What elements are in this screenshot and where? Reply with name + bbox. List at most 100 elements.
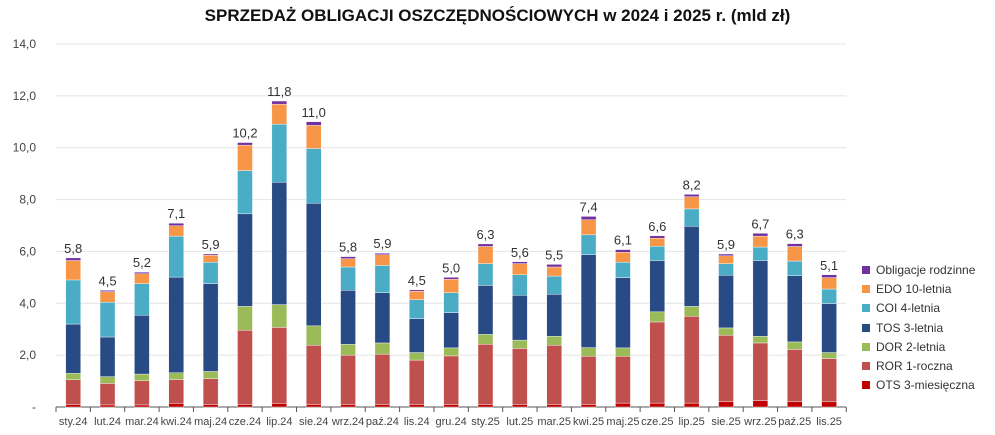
total-label: 6,1: [614, 233, 632, 248]
legend-label: ROR 1-roczna: [876, 359, 953, 374]
bar-segment: [512, 339, 528, 349]
bar-segment: [821, 288, 837, 304]
bar-segment: [409, 318, 425, 353]
bar-segment: [752, 246, 769, 261]
bar-segment: [787, 349, 803, 403]
bar-segment: [477, 263, 494, 286]
bar-segment: [271, 181, 288, 305]
legend: Obligacje rodzinne EDO 10-letnia COI 4-let…: [862, 260, 975, 395]
bar-segment: [340, 258, 356, 268]
bar-segment: [580, 347, 597, 357]
bar-segment: [65, 373, 81, 380]
bar-segment: [546, 266, 562, 277]
x-tick-label: mar.25: [537, 416, 571, 428]
bar-segment: [65, 279, 81, 325]
bar-segment: [718, 253, 734, 257]
bar-segment: [683, 306, 700, 317]
bar-segment: [821, 401, 837, 408]
bar-segment: [340, 354, 356, 405]
y-tick-label: 12,0: [13, 89, 37, 103]
bar-segment: [409, 404, 425, 408]
legend-swatch: [862, 284, 870, 293]
y-tick-label: 4,0: [19, 296, 36, 310]
bar-segment: [821, 352, 837, 359]
legend-item: TOS 3-letnia: [862, 318, 975, 337]
x-tick-label: sie.25: [711, 416, 740, 428]
legend-swatch: [862, 342, 870, 351]
bar-segment: [202, 262, 219, 284]
bar-segment: [649, 402, 665, 408]
bar-segment: [821, 274, 837, 278]
bar-segment: [99, 383, 116, 406]
bar-segment: [718, 334, 734, 403]
bar-segment: [512, 404, 528, 408]
bar-segment: [477, 243, 494, 247]
bar-segment: [443, 277, 459, 280]
bar-segment: [546, 404, 562, 408]
bar-segment: [134, 271, 150, 274]
bar-segment: [374, 342, 391, 355]
bar-segment: [271, 100, 288, 105]
x-tick-label: lis.24: [404, 416, 430, 428]
bar-segment: [615, 402, 631, 408]
bar-segment: [340, 344, 356, 356]
bar-segment: [99, 336, 116, 377]
bar-segment: [443, 278, 459, 293]
bar-segment: [168, 403, 184, 408]
bar-segment: [237, 142, 253, 146]
bar-segment: [99, 290, 116, 292]
bar-segment: [202, 378, 219, 405]
bar-segment: [477, 246, 494, 264]
bar-segment: [65, 323, 81, 374]
bar-segment: [306, 121, 322, 126]
bar-segment: [237, 170, 253, 215]
total-label: 8,2: [683, 177, 701, 192]
x-tick-label: wrz.24: [331, 416, 364, 428]
bar-segment: [718, 401, 734, 408]
bar-segment: [168, 276, 184, 373]
bar-segment: [168, 372, 184, 380]
bar-segment: [752, 400, 769, 408]
y-tick-label: -: [32, 400, 36, 414]
bar-segment: [340, 404, 356, 408]
legend-label: Obligacje rodzinne: [876, 262, 976, 277]
bar-segment: [615, 262, 631, 278]
bar-segment: [374, 265, 391, 293]
bar-segment: [202, 253, 219, 256]
bar-segment: [271, 403, 288, 408]
bar-segment: [134, 315, 150, 375]
bar-segment: [65, 260, 81, 281]
bar-segment: [134, 373, 150, 382]
x-tick-label: mar.24: [125, 416, 159, 428]
legend-swatch: [862, 323, 870, 332]
bar-segment: [787, 275, 803, 343]
legend-swatch: [862, 362, 870, 371]
bar-segment: [821, 277, 837, 290]
bar-segment: [683, 194, 700, 197]
bar-segment: [477, 334, 494, 345]
x-tick-label: sty.24: [59, 416, 88, 428]
x-tick-label: cze.25: [641, 416, 673, 428]
bar-segment: [306, 325, 322, 346]
bar-segment: [306, 125, 322, 149]
bar-segment: [443, 404, 459, 408]
bar-segment: [718, 275, 734, 329]
bar-segment: [237, 404, 253, 408]
bar-segment: [787, 260, 803, 277]
bar-segment: [271, 123, 288, 183]
bar-segment: [374, 404, 391, 408]
bar-segment: [683, 316, 700, 404]
legend-item: ROR 1-roczna: [862, 356, 975, 375]
bar-segment: [615, 347, 631, 357]
bar-segment: [65, 404, 81, 408]
bar-segment: [65, 379, 81, 405]
x-tick-label: lut.24: [94, 416, 121, 428]
x-tick-label: sty.25: [471, 416, 500, 428]
bar-segment: [409, 290, 425, 300]
bar-segment: [477, 404, 494, 408]
total-label: 6,6: [648, 219, 666, 234]
x-tick-label: paź.24: [366, 416, 399, 428]
bar-segment: [683, 226, 700, 307]
total-label: 7,4: [580, 199, 598, 214]
